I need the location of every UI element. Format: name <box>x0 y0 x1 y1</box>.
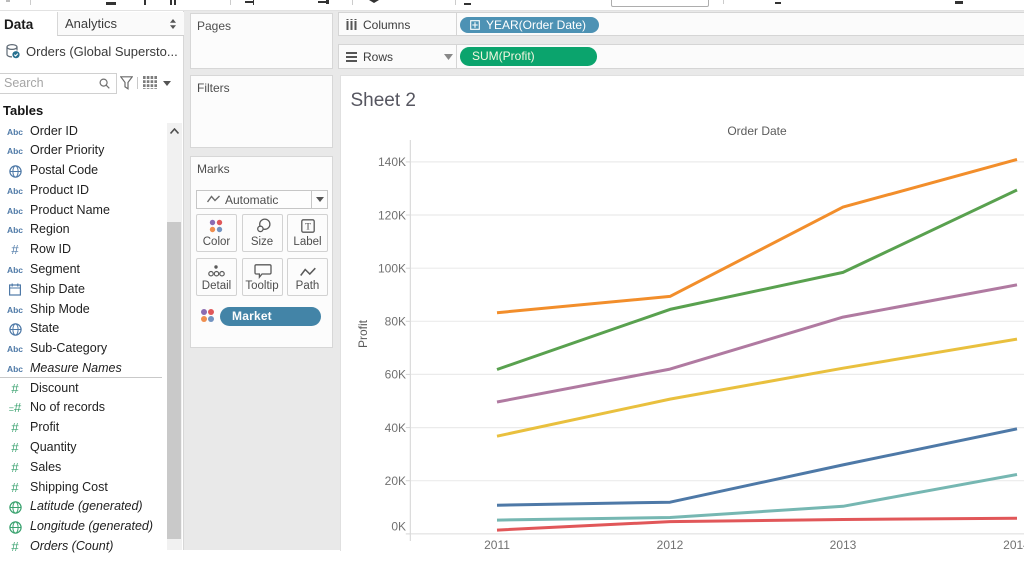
svg-text:20K: 20K <box>385 474 406 488</box>
svg-text:100K: 100K <box>378 262 406 276</box>
svg-text:80K: 80K <box>385 315 406 329</box>
svg-text:2014: 2014 <box>1003 538 1024 550</box>
svg-text:Order Date: Order Date <box>727 124 787 138</box>
svg-text:140K: 140K <box>378 155 406 169</box>
svg-text:120K: 120K <box>378 208 406 222</box>
svg-text:2013: 2013 <box>830 538 857 550</box>
svg-text:T: T <box>305 222 311 232</box>
svg-text:40K: 40K <box>385 421 406 435</box>
svg-text:2012: 2012 <box>657 538 684 550</box>
svg-text:Profit: Profit <box>356 319 370 348</box>
svg-text:2011: 2011 <box>484 538 510 550</box>
svg-text:0K: 0K <box>391 519 406 533</box>
svg-text:60K: 60K <box>385 368 406 382</box>
